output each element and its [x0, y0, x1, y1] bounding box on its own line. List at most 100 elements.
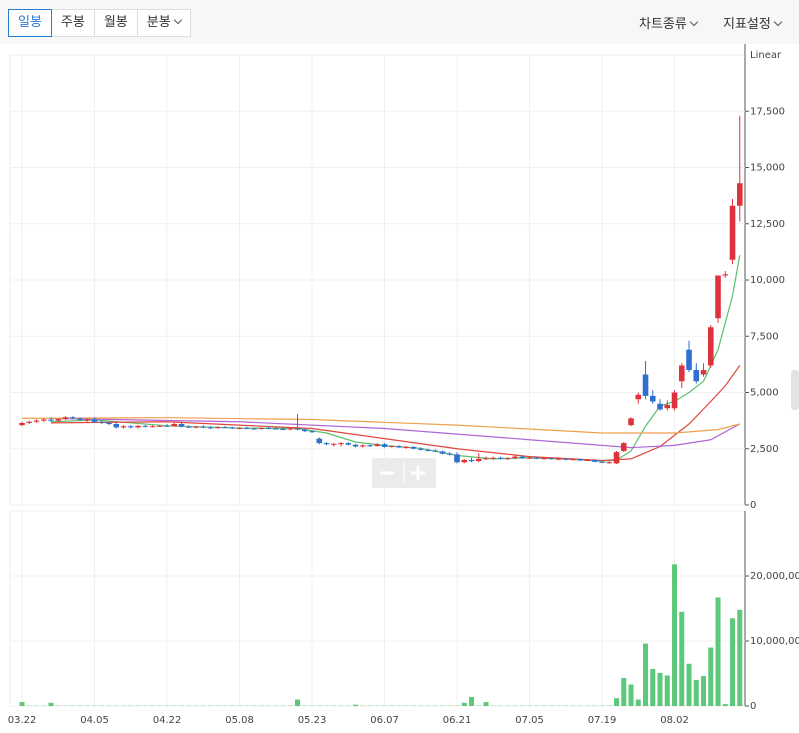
chevron [773, 17, 783, 27]
chevron [689, 17, 699, 27]
chart: Linear 0 2,500 5,000 7,500 10,000 12,500 15,00… [8, 44, 799, 726]
y-tick-label: 2,500 [750, 444, 779, 455]
candle-body [410, 446, 417, 449]
candle-body [591, 460, 598, 462]
candle-body [222, 427, 228, 429]
candle-body [135, 425, 141, 428]
candle-body [178, 424, 185, 427]
candle-body [454, 454, 460, 463]
candle-body [417, 448, 424, 450]
volume-bar [643, 643, 649, 706]
candle-body [381, 444, 388, 447]
candle-body [555, 458, 562, 460]
candle-body [483, 458, 489, 460]
zoom-control [372, 458, 436, 488]
period-button[interactable]: 분봉 [136, 9, 191, 37]
candle-body [113, 424, 120, 428]
volume-bar [353, 704, 359, 706]
candle-body [280, 428, 286, 430]
y-tick-label: 15,000 [750, 163, 785, 174]
x-tick-label: 04.22 [153, 715, 182, 726]
candle-body [55, 419, 62, 421]
candle-body [294, 428, 301, 430]
candle-body [185, 426, 192, 428]
candle-body [127, 426, 134, 428]
volume-bar [650, 668, 656, 706]
candle-body [33, 420, 40, 422]
moving-average-line [51, 417, 741, 449]
volume-bar [657, 672, 663, 706]
candle-body [671, 392, 678, 409]
volume-bar [19, 702, 25, 706]
candle-body [468, 460, 475, 462]
volume-bar [693, 680, 699, 706]
candle-body [620, 443, 627, 451]
period-button[interactable]: 일봉 [8, 9, 52, 37]
candle-body [323, 443, 330, 445]
candle-body [171, 424, 178, 427]
candle-body [251, 428, 257, 430]
panel [9, 510, 746, 707]
candle-body [649, 395, 656, 402]
side-tab[interactable] [791, 370, 799, 410]
y-tick-label: 17,500 [750, 106, 785, 117]
period-button[interactable]: 주봉 [50, 9, 95, 37]
candle-body [229, 427, 236, 429]
candle-body [613, 452, 620, 464]
candle-body [193, 426, 199, 428]
candle-body [562, 458, 569, 460]
toolbar: 일봉 주봉 월봉 분봉 차트종류 지표설정 [0, 0, 799, 44]
volume-bar [461, 702, 467, 706]
volume-bar [48, 702, 54, 706]
candle-body [265, 428, 272, 430]
candle-body [214, 427, 221, 429]
volume-bar [730, 618, 736, 706]
candle-body [301, 429, 308, 432]
candle-body [142, 425, 149, 427]
volume-bar [737, 609, 743, 706]
volume-bar [722, 704, 728, 706]
candle-body [642, 374, 649, 396]
y-tick-label: 0 [750, 701, 756, 712]
label: 차트종류 [639, 17, 687, 32]
y-tick-label: 7,500 [750, 331, 779, 342]
x-tick-label: 06.21 [443, 715, 472, 726]
candle-body [700, 370, 707, 375]
chevron [173, 15, 182, 25]
moving-average-line [51, 255, 741, 462]
candle-body [207, 427, 214, 429]
candle-body [48, 419, 54, 421]
y-tick-label: 20,000,000 [750, 571, 799, 582]
volume-bar [701, 676, 707, 706]
menu-button[interactable]: 지표설정 [723, 13, 783, 32]
candle-body [338, 443, 344, 445]
candle-body [309, 431, 315, 433]
x-tick-label: 08.02 [660, 715, 689, 726]
period-button[interactable]: 월봉 [93, 9, 138, 37]
candle-body [635, 394, 642, 400]
volume-bar [614, 698, 620, 706]
candle-body [570, 459, 576, 461]
candle-body [272, 428, 279, 430]
menu-button[interactable]: 차트종류 [639, 13, 699, 32]
candle-body [359, 445, 366, 447]
x-tick-label: 03.22 [8, 715, 37, 726]
x-tick-label: 04.05 [80, 715, 109, 726]
moving-average-line [22, 417, 740, 434]
candle-body [548, 458, 555, 460]
candle-body [243, 428, 250, 430]
x-tick-label: 05.08 [225, 715, 254, 726]
volume-bar [483, 702, 489, 706]
volume-bar [672, 564, 678, 706]
candle-body [374, 444, 381, 447]
candle-body [664, 404, 671, 409]
volume-bar [628, 684, 634, 706]
candle-body [77, 418, 83, 420]
candle-body [91, 419, 98, 422]
candle-body [461, 460, 468, 463]
candle-body [432, 450, 439, 452]
period-group: 일봉 주봉 월봉 분봉 [8, 9, 191, 37]
candle-body [62, 417, 69, 420]
candle-body [657, 403, 663, 410]
